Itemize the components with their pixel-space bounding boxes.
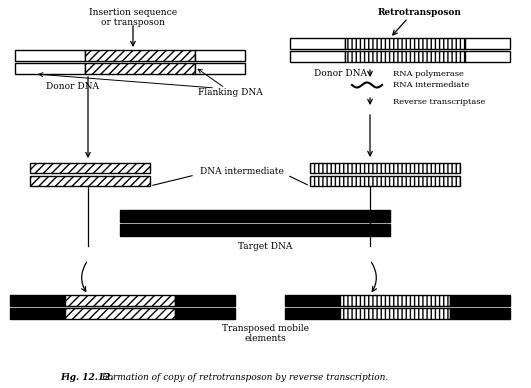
Bar <box>30 176 150 186</box>
Bar <box>120 224 390 236</box>
Text: Reverse transcriptase: Reverse transcriptase <box>393 98 485 106</box>
Text: Donor DNA: Donor DNA <box>313 69 366 78</box>
Bar <box>465 38 510 49</box>
Text: Target DNA: Target DNA <box>238 242 292 251</box>
Bar <box>285 308 340 319</box>
Bar <box>30 163 150 173</box>
Bar <box>310 176 460 186</box>
Bar <box>290 51 345 62</box>
Bar <box>10 308 65 319</box>
Bar <box>450 308 510 319</box>
Bar <box>345 38 465 49</box>
Text: Insertion sequence
or transposon: Insertion sequence or transposon <box>89 8 177 28</box>
Text: Retrotransposon: Retrotransposon <box>378 8 462 17</box>
Bar <box>120 210 390 222</box>
Bar <box>465 51 510 62</box>
Bar <box>310 163 460 173</box>
Bar <box>195 63 245 74</box>
Bar <box>175 295 235 306</box>
Text: Donor DNA: Donor DNA <box>46 82 98 91</box>
Bar <box>65 295 175 306</box>
Bar <box>290 38 345 49</box>
Bar <box>285 295 340 306</box>
Bar <box>340 295 450 306</box>
Text: Fig. 12.12.: Fig. 12.12. <box>60 373 114 382</box>
Bar <box>10 295 65 306</box>
Text: RNA intermediate: RNA intermediate <box>393 81 469 89</box>
Bar <box>345 51 465 62</box>
Text: RNA polymerase: RNA polymerase <box>393 70 464 78</box>
Bar <box>85 63 195 74</box>
Text: Transposed mobile
elements: Transposed mobile elements <box>221 324 309 343</box>
Bar <box>340 308 450 319</box>
Bar <box>450 295 510 306</box>
Bar <box>15 63 85 74</box>
Bar <box>65 308 175 319</box>
Bar <box>85 50 195 61</box>
Text: Formation of copy of retrotransposon by reverse transcription.: Formation of copy of retrotransposon by … <box>99 373 388 382</box>
Text: Flanking DNA: Flanking DNA <box>198 88 262 97</box>
Bar <box>15 50 85 61</box>
Text: DNA intermediate: DNA intermediate <box>200 168 284 177</box>
Bar <box>195 50 245 61</box>
Bar <box>175 308 235 319</box>
